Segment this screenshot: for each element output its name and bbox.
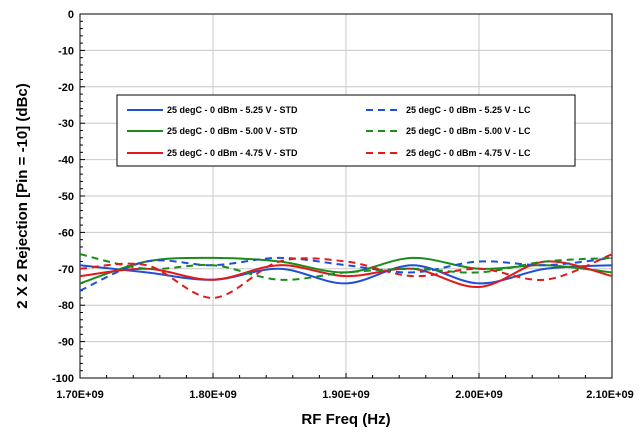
y-tick-label: -60 <box>58 227 74 239</box>
y-tick-label: -80 <box>58 300 74 312</box>
y-tick-label: -70 <box>58 264 74 276</box>
y-tick-label: -40 <box>58 155 74 167</box>
x-tick-label: 1.90E+09 <box>322 389 369 401</box>
series-line-3 <box>79 260 613 289</box>
legend-label: 25 degC - 0 dBm - 4.75 V - LC <box>406 148 531 158</box>
legend-label: 25 degC - 0 dBm - 5.25 V - LC <box>406 105 531 115</box>
legend: 25 degC - 0 dBm - 5.25 V - STD 25 degC - … <box>116 94 576 167</box>
grid-lines <box>79 13 613 379</box>
y-tick-label: -90 <box>58 337 74 349</box>
x-tick-label: 1.70E+09 <box>56 389 103 401</box>
x-axis-label: RF Freq (Hz) <box>301 411 390 428</box>
series-line-5 <box>79 253 613 281</box>
series-lines <box>79 253 613 299</box>
x-tick-label: 2.10E+09 <box>586 389 633 401</box>
legend-label: 25 degC - 0 dBm - 5.00 V - STD <box>167 126 298 136</box>
y-tick-label: 0 <box>68 9 74 21</box>
legend-label: 25 degC - 0 dBm - 5.00 V - LC <box>406 126 531 136</box>
legend-box <box>116 94 576 167</box>
y-axis-label: 2 X 2 Rejection [Pin = -10] (dBc) <box>14 83 31 308</box>
y-tick-label: -100 <box>52 373 74 385</box>
y-tick-label: -10 <box>58 45 74 57</box>
y-tick-label: -50 <box>58 191 74 203</box>
legend-label: 25 degC - 0 dBm - 5.25 V - STD <box>167 105 298 115</box>
y-tick-label: -20 <box>58 82 74 94</box>
series-line-6 <box>79 253 613 299</box>
y-tick-label: -30 <box>58 118 74 130</box>
x-tick-label: 2.00E+09 <box>455 389 502 401</box>
axis-ticks: 0 -10 -20 -30 -40 -50 -60 -70 -80 -90 -100 1.70E+09… <box>52 9 634 401</box>
legend-label: 25 degC - 0 dBm - 4.75 V - STD <box>167 148 298 158</box>
x-tick-label: 1.80E+09 <box>189 389 236 401</box>
